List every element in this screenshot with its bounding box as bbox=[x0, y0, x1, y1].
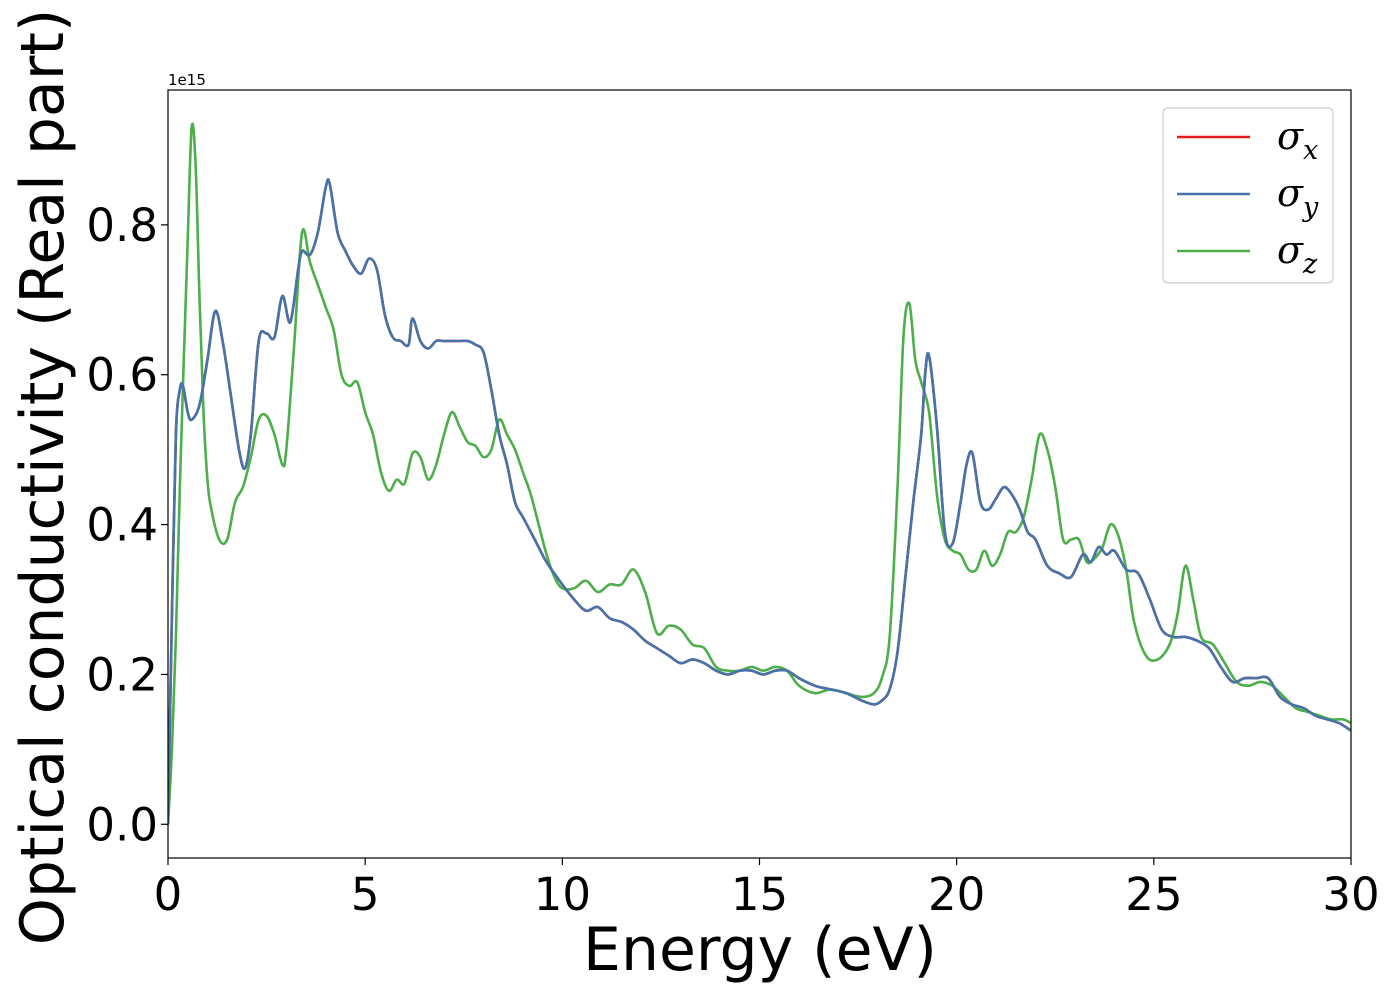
x-tick-label: 20 bbox=[928, 868, 985, 921]
legend-symbol: σ bbox=[1277, 228, 1304, 272]
x-tick-label: 10 bbox=[534, 868, 591, 921]
x-axis-ticks: 0 5 10 15 20 25 30 bbox=[154, 858, 1380, 921]
legend-subscript: z bbox=[1302, 249, 1318, 280]
legend-label-y: σy bbox=[1277, 171, 1319, 223]
x-tick-label: 25 bbox=[1125, 868, 1182, 921]
y-axis-offset-text: 1e15 bbox=[168, 71, 206, 89]
legend-label-z: σz bbox=[1277, 228, 1318, 280]
legend-subscript: y bbox=[1302, 192, 1319, 223]
legend-symbol: σ bbox=[1277, 114, 1304, 158]
legend-label-x: σx bbox=[1277, 114, 1318, 166]
y-tick-label: 0.0 bbox=[86, 798, 158, 851]
series-layer bbox=[168, 122, 1351, 825]
x-axis-label: Energy (eV) bbox=[583, 915, 937, 985]
series-line-σy bbox=[168, 178, 1351, 825]
y-axis-label: Optical conductivity (Real part) bbox=[8, 9, 78, 946]
legend-symbol: σ bbox=[1277, 171, 1304, 215]
legend-subscript: x bbox=[1303, 135, 1318, 166]
legend-box bbox=[1162, 107, 1334, 284]
x-tick-label: 0 bbox=[154, 868, 183, 921]
x-tick-label: 5 bbox=[351, 868, 380, 921]
y-tick-label: 0.4 bbox=[86, 499, 158, 552]
x-tick-label: 30 bbox=[1322, 868, 1379, 921]
y-axis-ticks: 0.0 0.2 0.4 0.6 0.8 bbox=[86, 199, 168, 851]
x-tick-label: 15 bbox=[731, 868, 788, 921]
y-tick-label: 0.8 bbox=[86, 199, 158, 252]
series-line-σz bbox=[168, 122, 1351, 825]
y-tick-label: 0.2 bbox=[86, 648, 158, 701]
y-tick-label: 0.6 bbox=[86, 349, 158, 402]
